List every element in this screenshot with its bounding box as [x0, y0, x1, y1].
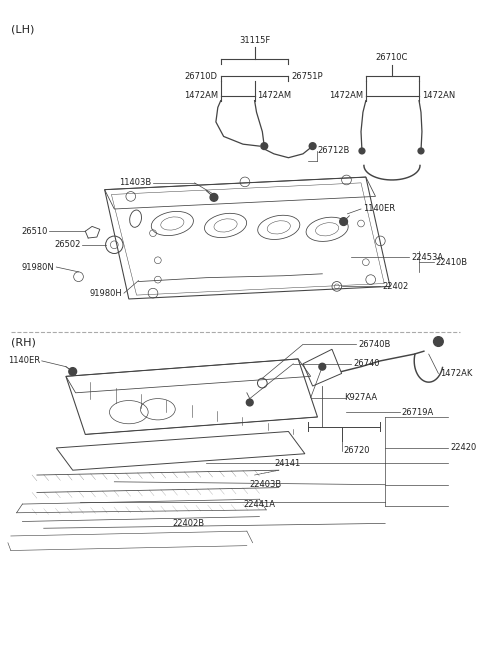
Circle shape: [69, 367, 77, 375]
Circle shape: [418, 148, 424, 154]
Text: 1140ER: 1140ER: [8, 356, 40, 365]
Circle shape: [210, 193, 218, 201]
Text: 1472AK: 1472AK: [440, 369, 473, 378]
Text: 26720: 26720: [344, 446, 370, 455]
Circle shape: [340, 217, 348, 225]
Text: 26740: 26740: [353, 360, 380, 368]
Text: 26502: 26502: [54, 240, 81, 250]
Text: 24141: 24141: [274, 459, 300, 468]
Circle shape: [359, 148, 365, 154]
Text: 22402B: 22402B: [172, 519, 204, 528]
Text: 1472AN: 1472AN: [422, 91, 455, 100]
Text: 22453A: 22453A: [411, 253, 444, 262]
Text: 22420: 22420: [450, 443, 476, 453]
Text: 22403B: 22403B: [250, 480, 282, 489]
Circle shape: [433, 337, 443, 346]
Text: 26751P: 26751P: [291, 72, 323, 81]
Text: 22402: 22402: [382, 282, 408, 291]
Circle shape: [246, 399, 253, 406]
Text: 26710C: 26710C: [376, 53, 408, 62]
Circle shape: [319, 364, 326, 370]
Text: 1140ER: 1140ER: [363, 204, 395, 214]
Text: 91980N: 91980N: [22, 263, 54, 272]
Text: 26740B: 26740B: [358, 340, 390, 349]
Text: (LH): (LH): [11, 24, 34, 34]
Circle shape: [309, 143, 316, 149]
Text: 26710D: 26710D: [185, 72, 218, 81]
Text: 26510: 26510: [21, 227, 48, 236]
Text: 26712B: 26712B: [317, 147, 350, 155]
Text: 91980H: 91980H: [89, 289, 122, 297]
Text: 1472AM: 1472AM: [329, 91, 363, 100]
Text: 1472AM: 1472AM: [184, 91, 218, 100]
Circle shape: [261, 143, 268, 149]
Text: 31115F: 31115F: [239, 35, 270, 45]
Text: 22441A: 22441A: [243, 500, 275, 508]
Text: 22410B: 22410B: [435, 257, 468, 267]
Text: (RH): (RH): [11, 338, 36, 348]
Text: K927AA: K927AA: [345, 393, 378, 402]
Text: 11403B: 11403B: [119, 178, 151, 187]
Text: 1472AM: 1472AM: [257, 91, 292, 100]
Text: 26719A: 26719A: [402, 407, 434, 417]
